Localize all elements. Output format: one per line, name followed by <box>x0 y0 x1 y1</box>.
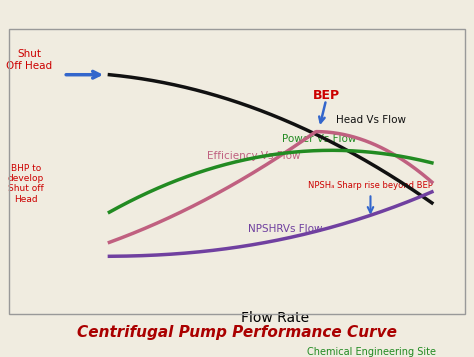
Text: Head Vs Flow: Head Vs Flow <box>337 115 406 125</box>
Text: BHP to
develop
Shut off
Head: BHP to develop Shut off Head <box>8 164 44 204</box>
Text: NPSHRVs Flow: NPSHRVs Flow <box>247 224 322 234</box>
Text: NPSHₐ Sharp rise beyond BEP: NPSHₐ Sharp rise beyond BEP <box>308 181 433 190</box>
Text: BEP: BEP <box>312 89 340 101</box>
Text: Power Vs Flow: Power Vs Flow <box>282 134 356 144</box>
Text: Flow Rate: Flow Rate <box>241 311 309 325</box>
Text: Chemical Engineering Site: Chemical Engineering Site <box>307 347 436 357</box>
Text: Shut
Off Head: Shut Off Head <box>6 50 52 71</box>
Text: Efficiency Vs Flow: Efficiency Vs Flow <box>207 151 300 161</box>
Text: Centrifugal Pump Performance Curve: Centrifugal Pump Performance Curve <box>77 325 397 340</box>
